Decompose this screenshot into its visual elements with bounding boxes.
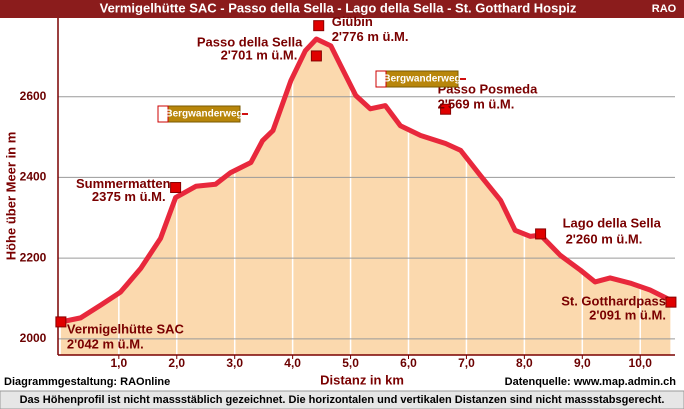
waypoint-name: Passo della Sella [197, 34, 303, 49]
plot-area: 2000 2200 2400 2600 1,0 2,0 3,0 4,0 5,0 6,0 7,0 8,0… [20, 14, 677, 370]
waypoint-name: Vermigelhütte SAC [67, 321, 185, 336]
sign-emblem [375, 70, 387, 88]
waypoint-name: Giübin [332, 14, 373, 29]
waypoint-elevation: 2'569 m ü.M. [438, 97, 515, 112]
x-tick-label: 7,0 [458, 356, 475, 370]
y-tick-label: 2200 [20, 250, 47, 264]
x-tick-label: 2,0 [168, 356, 185, 370]
y-tick-label: 2000 [20, 331, 47, 345]
title-bar [0, 0, 684, 18]
waypoint-elevation: 2375 m ü.M. [92, 189, 166, 204]
x-tick-label: 1,0 [110, 356, 127, 370]
source: Datenquelle: www.map.admin.ch [505, 376, 677, 388]
waypoint-marker [535, 228, 547, 240]
waypoint-name: St. Gotthardpass [561, 294, 666, 309]
chart-title: Vermigelhütte SAC - Passo della Sella - … [100, 0, 577, 15]
waypoint-name: Summermatten [76, 176, 171, 191]
waypoint-elevation: 2'042 m ü.M. [67, 336, 144, 351]
waypoint-marker [310, 50, 322, 62]
x-tick-label: 6,0 [400, 356, 417, 370]
y-tick-label: 2400 [20, 170, 47, 184]
waypoint-marker [313, 20, 325, 32]
x-tick-label: 10,0 [629, 356, 653, 370]
waypoint-name: Lago della Sella [563, 215, 662, 230]
credit: Diagrammgestaltung: RAOnline [4, 376, 170, 388]
y-axis-label: Höhe über Meer in m [3, 132, 18, 261]
x-axis-label: Distanz in km [320, 372, 404, 387]
x-tick-label: 4,0 [284, 356, 301, 370]
waypoint-marker [665, 296, 677, 308]
x-tick-label: 5,0 [342, 356, 359, 370]
sign-text: Bergwanderweg [165, 109, 242, 120]
waypoint-marker [170, 182, 182, 194]
footnote: Das Höhenprofil ist nicht massstäblich g… [20, 394, 665, 406]
waypoint-elevation: 2'776 m ü.M. [332, 29, 409, 44]
waypoint-marker [55, 316, 67, 328]
x-tick-label: 3,0 [226, 356, 243, 370]
sign-emblem [157, 105, 169, 123]
profile-line [60, 36, 672, 325]
y-tick-label: 2600 [20, 89, 47, 103]
waypoint-name: Passo Posmeda [438, 82, 538, 97]
trail-sign: Bergwanderweg [157, 105, 248, 123]
x-tick-label: 9,0 [574, 356, 591, 370]
waypoint-elevation: 2'260 m ü.M. [566, 231, 643, 246]
badge: RAO [652, 3, 677, 15]
waypoint-elevation: 2'701 m ü.M. [221, 47, 298, 62]
waypoint-elevation: 2'091 m ü.M. [589, 308, 666, 323]
area-fill [60, 38, 671, 356]
footer-bar [0, 390, 684, 409]
waypoint-marker [440, 103, 452, 115]
trail-sign: Bergwanderweg [375, 70, 466, 88]
sign-text: Bergwanderweg [383, 74, 460, 85]
x-tick-label: 8,0 [516, 356, 533, 370]
